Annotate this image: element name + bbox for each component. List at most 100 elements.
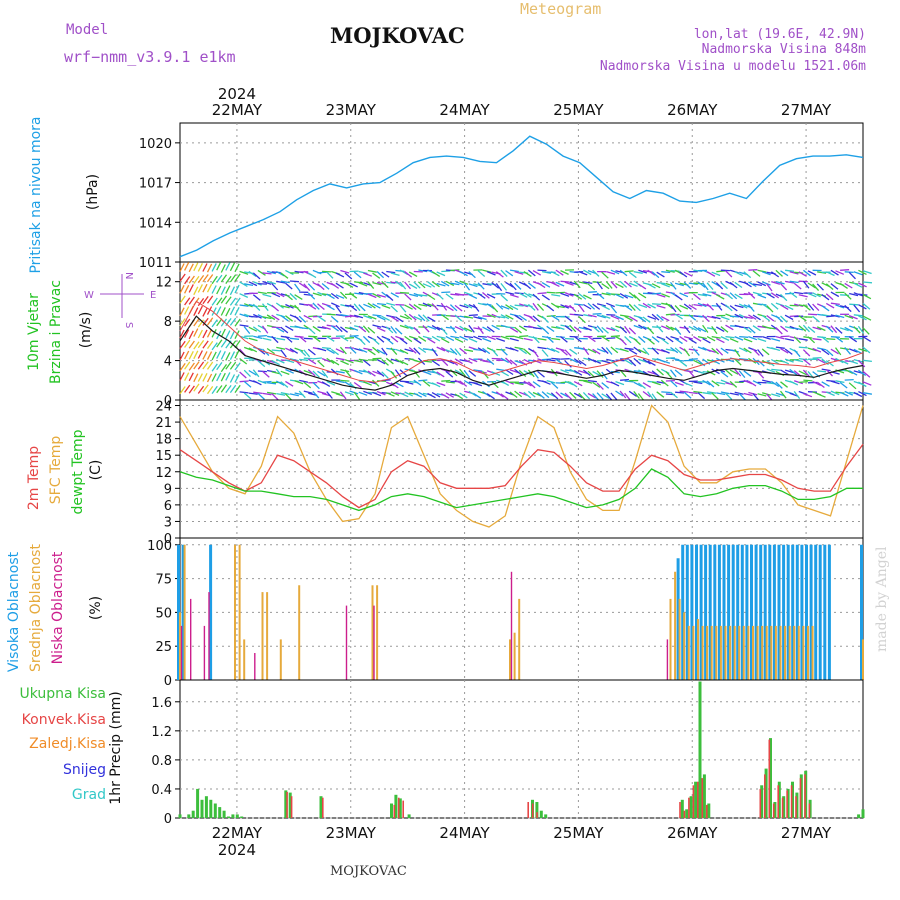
wind-barb	[674, 338, 683, 345]
wind-barb	[248, 392, 258, 395]
wind-barb	[642, 316, 651, 323]
wind-barb	[330, 292, 339, 300]
precip-bar-conv_precip	[397, 797, 400, 818]
wind-barb	[248, 369, 257, 376]
precip-bar-conv_precip	[781, 797, 784, 818]
wind-barb	[693, 336, 702, 342]
wind-barb	[509, 327, 519, 333]
wind-barb	[578, 281, 588, 285]
wind-barb	[844, 390, 854, 396]
precip-bar-total_precip	[390, 803, 393, 818]
wind-barb	[225, 307, 231, 317]
wind-barb	[661, 271, 671, 274]
wind-barb	[294, 359, 302, 367]
wind-barb	[527, 315, 536, 322]
wind-barb	[569, 304, 577, 313]
wind-barb	[395, 335, 405, 341]
wind-barb	[431, 370, 441, 376]
wind-barb	[702, 314, 710, 322]
wind-barb	[849, 292, 859, 297]
wind-barb	[386, 270, 396, 274]
wind-barb	[482, 292, 490, 299]
wind-barb	[633, 381, 643, 387]
wind-barb	[248, 337, 258, 342]
wind-barb	[541, 294, 550, 301]
wind-barb	[206, 386, 214, 395]
wind-barb	[752, 393, 760, 401]
wind-barb	[349, 326, 359, 331]
wind-barb	[257, 370, 267, 373]
wind-barb	[202, 340, 209, 349]
wind-barb	[638, 283, 647, 290]
wind-barb	[216, 297, 223, 306]
wind-barb	[239, 391, 249, 394]
wind-barb	[752, 283, 763, 287]
wind-barb	[555, 391, 563, 399]
wind-barb	[601, 359, 611, 364]
wind-barb	[546, 379, 556, 384]
precip-bar-total_precip	[694, 781, 698, 818]
wind-barb	[463, 358, 473, 364]
wind-barb	[757, 281, 767, 287]
wind-barb	[339, 391, 347, 400]
wind-barb	[642, 358, 651, 365]
wind-barb	[771, 347, 781, 352]
pressure-unit: (hPa)	[85, 174, 101, 210]
wind-barb	[551, 337, 561, 341]
wind-barb	[638, 316, 647, 323]
wind-barb	[862, 336, 872, 342]
wind-barb	[206, 295, 214, 304]
wind-barb	[197, 385, 205, 394]
wind-barb	[298, 335, 307, 343]
wind-barb	[775, 280, 785, 285]
precip-bar-conv_precip	[286, 791, 288, 818]
wind-barb	[660, 368, 670, 375]
wind-barb	[848, 360, 859, 365]
wind-barb	[339, 291, 348, 299]
wind-barb	[596, 292, 605, 300]
wind-barb	[798, 346, 808, 349]
wind-barb	[592, 381, 601, 388]
wind-barb	[505, 326, 515, 329]
wind-barb	[757, 294, 767, 299]
wind-barb	[587, 335, 596, 343]
wind-barb	[798, 380, 808, 384]
wind-barb	[780, 369, 789, 375]
wind-barb	[619, 338, 627, 346]
wind-barb	[340, 269, 350, 274]
wind-barb	[317, 347, 327, 352]
wind-barb	[862, 370, 871, 378]
wind-barb	[546, 347, 556, 352]
wind-barb	[826, 379, 836, 383]
wind-barb	[271, 335, 279, 344]
wind-barb	[271, 326, 281, 329]
wind-barb	[546, 392, 556, 398]
wind-barb	[633, 294, 641, 302]
wind-barb	[706, 380, 715, 388]
wind-barb	[706, 349, 716, 354]
wind-barb	[193, 275, 200, 284]
wind-barb	[436, 271, 446, 277]
wind-barb	[720, 347, 729, 354]
wind-barb	[431, 270, 441, 277]
wind-barb	[569, 324, 577, 333]
wind-barb	[376, 294, 386, 298]
wind-barb	[862, 281, 873, 284]
wind-barb	[317, 370, 326, 377]
wind-barb	[193, 383, 200, 392]
bottom-day-label: 26MAY	[667, 824, 718, 842]
precip-bar-total_precip	[702, 774, 706, 818]
precip-ytick-label: 1.6	[151, 696, 172, 711]
wind-barb	[661, 349, 670, 354]
wind-barb	[550, 315, 560, 321]
cloud-ytick-label: 25	[155, 640, 172, 655]
precip-bar-conv_precip	[786, 790, 788, 818]
wind-barb	[321, 381, 331, 387]
temp2m-line	[179, 443, 864, 509]
wind-barb	[596, 392, 604, 400]
wind-barb	[211, 385, 218, 394]
wind-barb	[505, 281, 514, 288]
wind-barb	[253, 335, 263, 340]
wind-barb	[638, 303, 648, 309]
wind-barb	[670, 335, 680, 340]
